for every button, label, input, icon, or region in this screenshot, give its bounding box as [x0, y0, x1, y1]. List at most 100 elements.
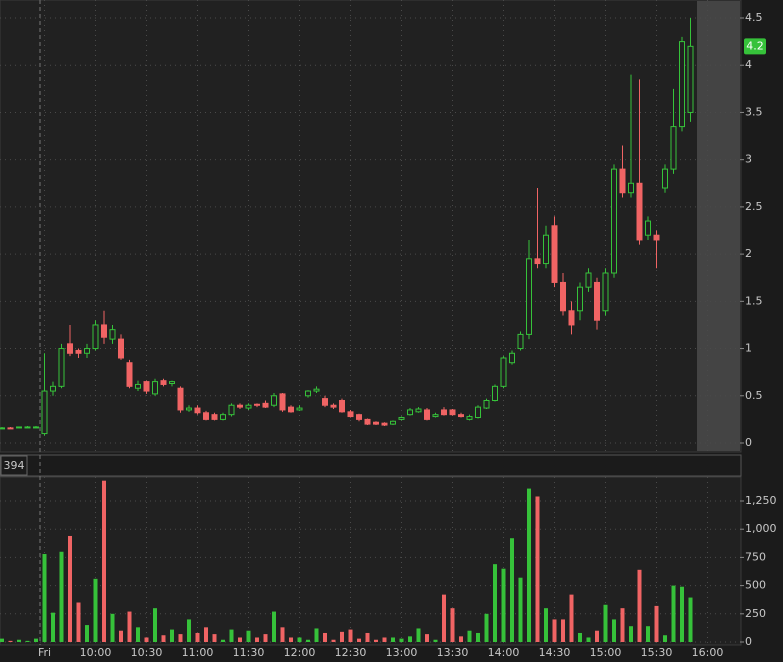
candle-body — [118, 338, 124, 359]
candle-body — [517, 333, 524, 350]
volume-badge — [0, 455, 28, 476]
volume-bar — [42, 554, 47, 642]
volume-bar — [246, 630, 251, 642]
volume-bar — [280, 627, 285, 642]
volume-bar — [229, 629, 234, 642]
candle-body — [271, 395, 277, 406]
candle-body — [101, 324, 107, 338]
volume-bar — [161, 635, 166, 642]
y-tick-label: 2 — [745, 247, 752, 260]
volume-bar — [153, 608, 157, 642]
candle-body — [645, 220, 651, 236]
volume-bar — [416, 628, 421, 642]
candle-body — [432, 414, 439, 418]
y-tick-label: 750 — [745, 550, 766, 563]
volume-bar — [0, 638, 4, 642]
volume-bar — [501, 568, 506, 642]
volume-bar — [170, 629, 174, 642]
candle-body — [619, 168, 626, 194]
candle-body — [288, 406, 294, 413]
volume-bar — [221, 639, 225, 642]
volume-bar — [459, 636, 463, 642]
candle-body — [483, 400, 490, 409]
candle-body — [339, 400, 345, 413]
price-panel — [0, 0, 742, 453]
candle-body — [526, 258, 532, 335]
x-tick-label: 12:30 — [335, 646, 367, 659]
candle-body — [441, 409, 447, 416]
candle-body — [458, 414, 464, 418]
volume-bar — [646, 626, 650, 642]
candle-body — [466, 416, 473, 420]
volume-bar — [586, 637, 591, 642]
volume-bar — [340, 631, 344, 642]
volume-bar — [255, 637, 259, 642]
x-tick-label: 14:00 — [488, 646, 520, 659]
volume-bar — [8, 640, 13, 642]
candle-body — [568, 310, 575, 326]
candle-body — [237, 404, 243, 408]
candle-body — [347, 411, 354, 418]
candle-body — [330, 404, 337, 408]
volume-bar — [603, 604, 608, 642]
y-tick-label: 3.5 — [745, 105, 763, 118]
volume-bar — [76, 602, 81, 642]
volume-bar — [527, 488, 531, 642]
volume-bar — [476, 632, 480, 642]
future-area — [697, 1, 740, 451]
volume-bar — [578, 632, 582, 642]
volume-bar — [119, 630, 123, 642]
volume-bar — [637, 569, 642, 642]
volume-bar — [467, 630, 472, 642]
volume-bar — [535, 496, 540, 642]
volume-bar — [34, 638, 38, 642]
candle-body — [67, 343, 73, 354]
candle-body — [475, 406, 481, 419]
candle-body — [160, 380, 167, 385]
candle-body — [220, 414, 226, 420]
y-tick-label: 0 — [745, 436, 752, 449]
candle-body — [211, 414, 218, 420]
volume-bar — [59, 551, 64, 642]
volume-bar — [595, 630, 599, 642]
candle-body — [58, 348, 65, 387]
volume-bar — [110, 613, 115, 642]
candle-body — [560, 281, 566, 312]
volume-bar — [195, 632, 200, 642]
candle-body — [126, 362, 133, 387]
x-tick-label: 10:00 — [80, 646, 112, 659]
x-tick-label: 13:30 — [437, 646, 469, 659]
volume-bar — [144, 637, 149, 642]
y-tick-label: 4.5 — [745, 11, 763, 24]
candle-body — [245, 404, 252, 409]
y-tick-label: 1 — [745, 342, 752, 355]
volume-bar — [314, 628, 319, 642]
volume-bar — [331, 639, 336, 642]
volume-bar — [297, 637, 302, 642]
candle-body — [398, 417, 405, 420]
candle-body — [534, 258, 541, 265]
volume-bar — [671, 585, 676, 642]
candle-body — [50, 385, 56, 392]
candle-body — [186, 407, 192, 411]
volume-bar — [561, 619, 565, 642]
volume-bar — [238, 637, 242, 642]
volume-bar — [629, 626, 633, 642]
candle-body — [33, 426, 39, 429]
volume-bar — [263, 634, 268, 642]
candle-body — [679, 41, 685, 128]
candle-body — [41, 390, 48, 435]
candle-body — [203, 412, 209, 420]
volume-panel — [0, 476, 742, 646]
candle-body — [92, 324, 99, 350]
candle-body — [390, 420, 396, 425]
candle-body — [577, 286, 583, 312]
volume-bar — [178, 634, 183, 642]
volume-bar — [374, 639, 378, 642]
candle-body — [262, 402, 269, 408]
x-tick-label: 12:00 — [284, 646, 316, 659]
y-tick-label: 0.5 — [745, 389, 763, 402]
candle-body — [152, 381, 158, 395]
candle-body — [356, 414, 362, 420]
volume-bar — [425, 634, 429, 642]
